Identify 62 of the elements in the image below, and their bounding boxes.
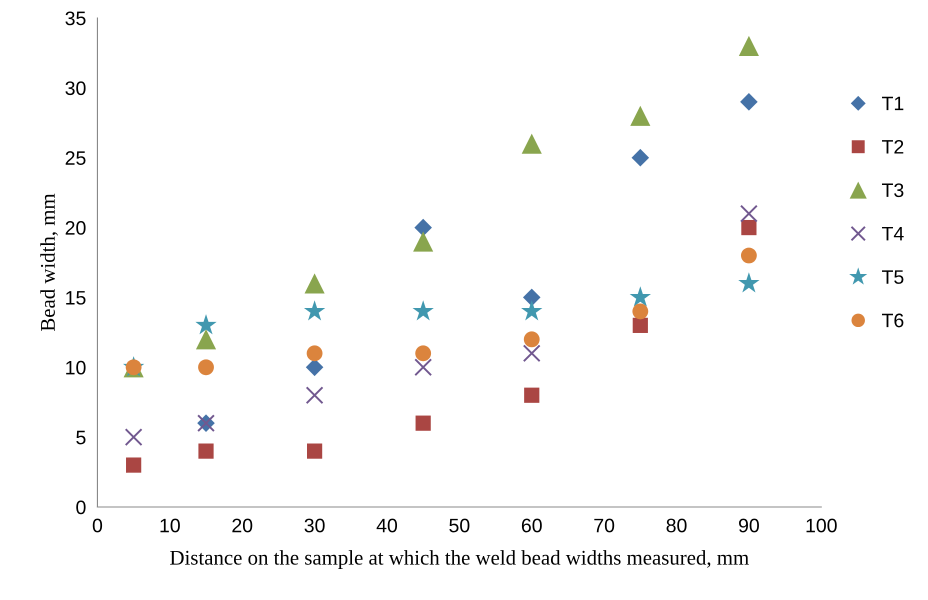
y-tick-label: 0 [76,500,86,514]
x-tick-label: 90 [738,518,759,532]
x-tick-label: 80 [666,518,687,532]
x-tick-label: 60 [522,518,542,532]
y-tick-label: 15 [66,291,86,305]
point [522,288,541,306]
point [124,428,143,446]
x-tick-label: 70 [594,518,614,532]
point [198,359,214,376]
point [198,444,214,459]
legend-label: T4 [882,226,904,240]
y-tick-label: 25 [66,151,86,165]
point [632,148,650,166]
point [415,345,432,362]
point [524,388,540,403]
point [738,36,759,56]
point [306,444,322,459]
point [304,300,326,320]
point [630,286,651,306]
y-tick-label: 5 [76,430,86,444]
point [306,386,324,404]
x-axis-title: Distance on the sample at which the weld bead widths measured, mm [170,550,749,570]
point [521,300,542,320]
point [126,457,142,473]
legend-label: T2 [882,140,904,154]
point [306,358,324,376]
x-tick-label: 20 [232,518,252,532]
point [304,273,325,294]
x-tick-label: 40 [376,518,398,532]
legend-label: T3 [882,183,904,198]
point [740,204,758,222]
point [738,272,760,293]
legend-label: T1 [882,96,904,110]
y-tick-label: 10 [66,360,86,375]
x-tick-label: 30 [304,518,325,532]
x-tick-label: 0 [92,518,102,532]
point [412,300,434,320]
point [413,231,434,252]
point [416,416,431,431]
point [195,314,217,334]
point [414,358,432,376]
point [740,248,757,264]
point [306,345,323,362]
x-tick-label: 100 [806,518,837,532]
point [522,344,541,362]
y-tick-label: 30 [65,81,86,96]
point [632,318,648,333]
y-tick-label: 35 [65,11,86,26]
point [632,303,648,320]
x-tick-label: 10 [160,518,180,532]
y-tick-label: 20 [66,221,86,235]
point [741,220,757,236]
legend-label: T6 [882,314,904,328]
point [522,134,542,154]
legend-label: T5 [882,270,904,284]
point [630,106,650,126]
point [740,93,758,111]
point [524,331,540,348]
point [196,329,216,350]
point [414,218,432,236]
x-tick-label: 50 [449,518,470,532]
y-axis-title: Bead width, mm [40,194,58,332]
